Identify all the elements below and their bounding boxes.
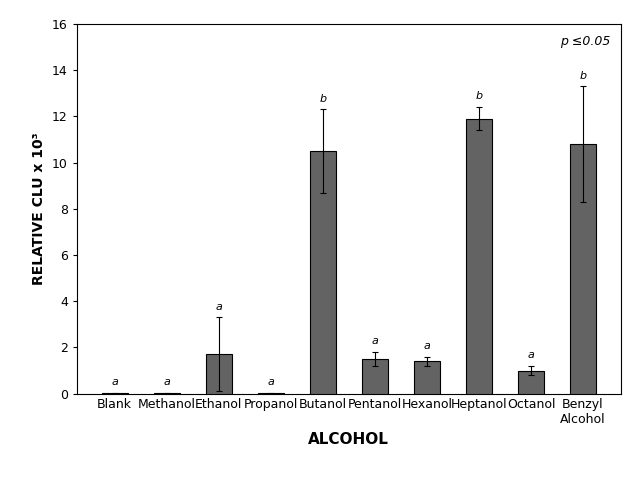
Text: a: a [215, 301, 222, 312]
X-axis label: ALCOHOL: ALCOHOL [308, 432, 389, 447]
Bar [570, 144, 596, 394]
Y-axis label: RELATIVE CLU x 10³: RELATIVE CLU x 10³ [33, 132, 46, 285]
Text: a: a [371, 336, 378, 346]
Text: b: b [476, 91, 483, 101]
Bar [310, 151, 336, 394]
Text: a: a [111, 377, 118, 387]
Bar [466, 119, 492, 394]
Bar [205, 354, 232, 394]
Bar [414, 361, 440, 394]
Text: a: a [268, 377, 274, 387]
Text: a: a [527, 350, 534, 360]
Bar [518, 371, 544, 394]
Text: b: b [319, 94, 326, 104]
Bar [362, 359, 388, 394]
Text: a: a [163, 377, 170, 387]
Text: b: b [579, 71, 587, 81]
Text: a: a [424, 341, 430, 351]
Text: p ≤0.05: p ≤0.05 [559, 35, 610, 48]
